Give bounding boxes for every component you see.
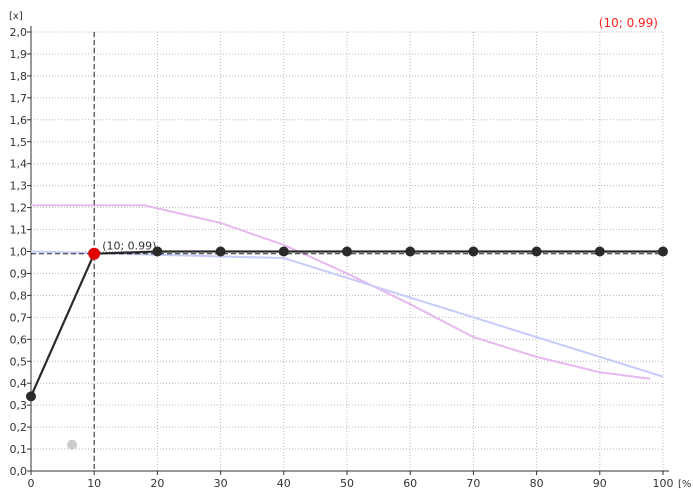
x-tick-label: 10	[87, 477, 101, 490]
y-tick-label: 1,2	[10, 202, 28, 215]
y-axis-unit-label: [x]	[9, 11, 23, 22]
y-tick-label: 1,1	[10, 224, 28, 237]
data-point-marker[interactable]	[405, 246, 416, 257]
markers[interactable]	[26, 246, 668, 450]
selected-point-label: (10; 0.99)	[102, 240, 156, 253]
data-point-marker[interactable]	[594, 246, 605, 257]
data-point-marker[interactable]	[152, 246, 163, 257]
y-tick-label: 0,3	[10, 399, 28, 412]
y-tick-label: 0,2	[10, 421, 28, 434]
y-tick-label: 0,1	[10, 443, 28, 456]
y-tick-label: 2,0	[10, 26, 28, 39]
data-point-marker[interactable]	[26, 391, 36, 402]
y-tick-label: 1,0	[10, 246, 28, 259]
x-tick-label: 0	[28, 477, 35, 490]
series-layer	[29, 204, 664, 397]
selected-point-marker[interactable]	[88, 247, 101, 260]
y-tick-label: 1,4	[10, 158, 28, 171]
coordinate-readout: (10; 0.99)	[599, 16, 658, 30]
y-tick-label: 1,3	[10, 180, 28, 193]
data-point-marker[interactable]	[278, 246, 289, 257]
x-tick-label: 80	[530, 477, 544, 490]
y-tick-label: 0,9	[10, 267, 28, 280]
data-point-marker[interactable]	[215, 246, 226, 257]
x-tick-label: 50	[340, 477, 354, 490]
x-tick-label: 40	[277, 477, 291, 490]
x-tick-label: 30	[214, 477, 228, 490]
x-tick-label: 60	[403, 477, 417, 490]
series-line-0	[31, 204, 651, 380]
y-tick-label: 0,7	[10, 311, 28, 324]
y-tick-label: 0,8	[10, 289, 28, 302]
data-point-marker[interactable]	[342, 246, 352, 257]
x-tick-label: 90	[593, 477, 607, 490]
ghost-point-marker	[67, 439, 78, 450]
y-tick-label: 0,6	[10, 333, 28, 346]
x-tick-label: 100	[653, 477, 674, 490]
data-point-marker[interactable]	[658, 246, 668, 257]
y-tick-label: 0,0	[10, 465, 28, 478]
y-tick-label: 1,9	[10, 48, 28, 61]
tick-labels: 0,0 0,1 0,2 0,3 0,4 0,5 0,6 0,7 0,8 0,9 1,0 1,1 1,2 1…	[10, 26, 674, 490]
y-tick-label: 0,4	[10, 377, 28, 390]
y-tick-label: 1,8	[10, 70, 28, 83]
x-axis-unit-label: [%	[678, 479, 691, 490]
data-point-marker[interactable]	[468, 246, 479, 257]
y-tick-label: 1,5	[10, 136, 28, 149]
x-tick-label: 70	[466, 477, 480, 490]
x-tick-label: 20	[150, 477, 164, 490]
y-tick-label: 0,5	[10, 355, 28, 368]
y-tick-label: 1,7	[10, 92, 28, 105]
y-tick-label: 1,6	[10, 114, 28, 127]
data-point-marker[interactable]	[531, 246, 542, 257]
